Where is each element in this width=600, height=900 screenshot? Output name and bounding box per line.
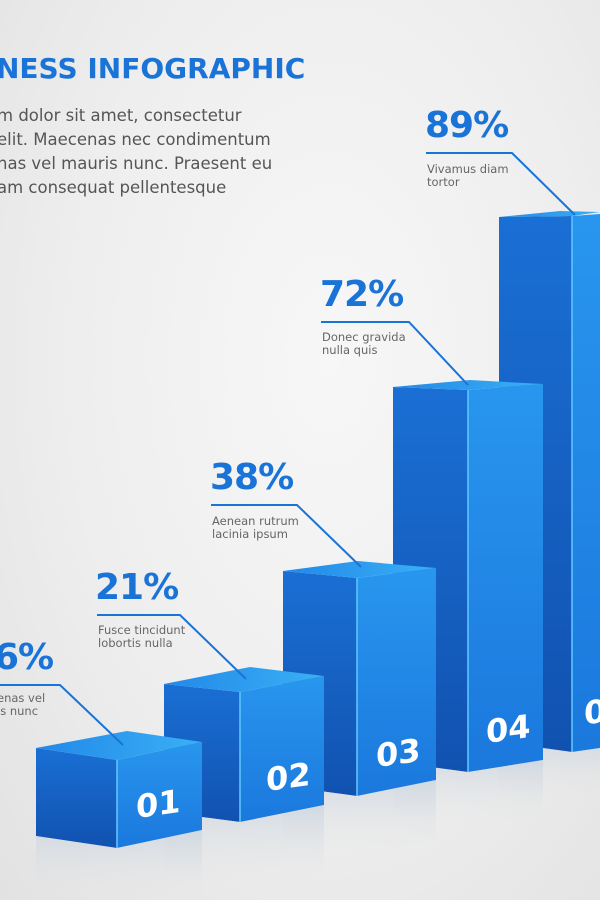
page-title: NESS INFOGRAPHIC: [0, 52, 306, 85]
caption-01: enas vel is nunc: [0, 691, 46, 718]
percent-label-04: 72%: [320, 274, 404, 315]
callout-line-03: [211, 504, 362, 568]
intro-line: am consequat pellentesque: [0, 178, 227, 197]
callout-line-05: [426, 152, 576, 216]
intro-line: elit. Maecenas nec condimentum: [0, 130, 271, 149]
bar-number-05: 0: [584, 691, 600, 733]
bar-number-04: 04: [486, 706, 531, 752]
caption-02: Fusce tincidunt lobortis nulla: [98, 623, 186, 650]
caption-04: Donec gravida nulla quis: [322, 330, 406, 357]
percent-label-03: 38%: [210, 457, 294, 498]
intro-line: m dolor sit amet, consectetur: [0, 106, 242, 125]
percent-label-01: 6%: [0, 637, 54, 678]
caption-03: Aenean rutrum lacinia ipsum: [212, 514, 299, 541]
intro-text: m dolor sit amet, consectetur elit. Maec…: [0, 104, 297, 200]
bar-number-02: 02: [266, 754, 311, 800]
caption-05: Vivamus diam tortor: [427, 162, 509, 189]
bar-number-01: 01: [136, 781, 181, 827]
intro-line: nas vel mauris nunc. Praesent eu: [0, 154, 273, 173]
callout-line-02: [97, 614, 247, 680]
bar-01: [36, 731, 202, 900]
callout-lines: [0, 152, 576, 746]
percent-label-05: 89%: [425, 105, 509, 146]
percent-label-02: 21%: [95, 567, 179, 608]
bar-number-03: 03: [376, 730, 421, 776]
callout-line-01: [0, 684, 124, 746]
callout-line-04: [321, 321, 469, 386]
